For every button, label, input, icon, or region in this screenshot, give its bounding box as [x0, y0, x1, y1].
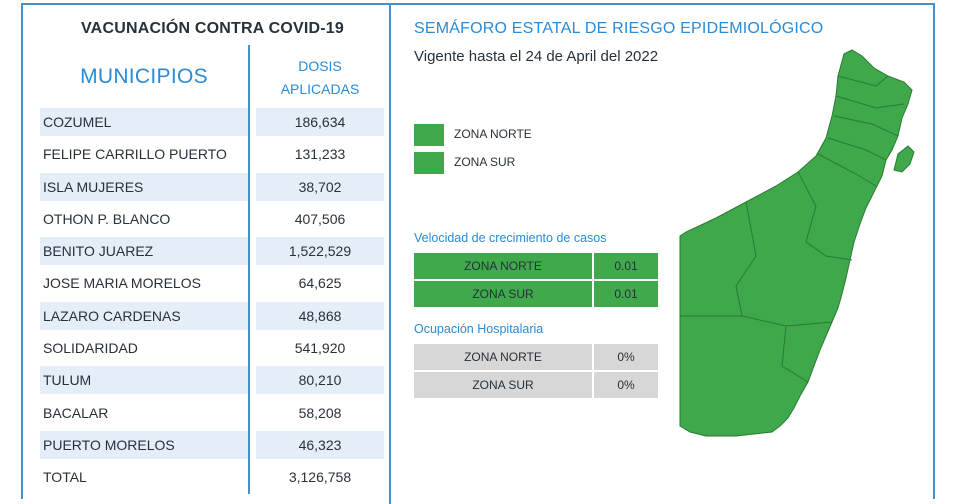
municipio-name: LAZARO CARDENAS — [40, 301, 248, 330]
column-separator — [248, 299, 250, 333]
table-row: JOSE MARIA MORELOS 64,625 — [40, 267, 385, 300]
legend-label: ZONA NORTE — [454, 127, 532, 141]
dosis-value: 186,634 — [256, 108, 384, 136]
quintana-roo-map — [679, 49, 915, 437]
dosis-header-line2: APLICADAS — [280, 81, 360, 97]
table-row: TULUM 80,210 — [40, 364, 385, 397]
table-row: PUERTO MORELOS 46,323 — [40, 428, 385, 462]
ocupacion-zona-sur-value: 0% — [594, 372, 658, 398]
total-label: TOTAL — [43, 469, 87, 486]
table-row: SOLIDARIDAD 541,920 — [40, 332, 385, 365]
municipio-name: BACALAR — [43, 404, 109, 421]
municipio-name: FELIPE CARRILLO PUERTO — [43, 146, 227, 163]
dosis-column-header: DOSIS APLICADAS — [256, 55, 384, 101]
dosis-value: 48,868 — [256, 301, 384, 330]
legend-swatch — [414, 124, 444, 146]
municipio-name: BENITO JUAREZ — [40, 237, 248, 266]
velocidad-zona-sur-label: ZONA SUR — [414, 281, 592, 307]
column-separator — [248, 267, 250, 300]
table-row: BACALAR 58,208 — [40, 396, 385, 429]
velocidad-zona-sur-value: 0.01 — [594, 281, 658, 307]
column-separator — [248, 170, 250, 203]
legend-swatch — [414, 152, 444, 174]
municipio-name: TULUM — [40, 366, 248, 395]
table-row: OTHON P. BLANCO 407,506 — [40, 202, 385, 236]
dosis-value: 80,210 — [256, 366, 384, 395]
dosis-value: 1,522,529 — [256, 237, 384, 266]
dosis-value: 46,323 — [256, 430, 384, 459]
column-separator — [248, 235, 250, 268]
header-separator — [248, 45, 250, 106]
dosis-value: 407,506 — [294, 210, 346, 227]
municipio-name: JOSE MARIA MORELOS — [43, 275, 201, 292]
vaccination-table: COZUMEL 186,634 FELIPE CARRILLO PUERTO 131… — [40, 106, 385, 494]
cozumel-island — [893, 145, 915, 173]
table-row: FELIPE CARRILLO PUERTO 131,233 — [40, 138, 385, 171]
column-separator — [248, 202, 250, 236]
municipio-name: ISLA MUJERES — [40, 172, 248, 201]
dosis-value: 64,625 — [298, 275, 342, 292]
velocidad-zona-norte-label: ZONA NORTE — [414, 253, 592, 279]
column-separator — [248, 461, 250, 494]
dosis-value: 131,233 — [294, 146, 346, 163]
total-value: 3,126,758 — [288, 469, 352, 486]
dosis-value: 38,702 — [256, 172, 384, 201]
table-row: ISLA MUJERES 38,702 — [40, 170, 385, 203]
column-separator — [248, 364, 250, 397]
column-separator — [248, 428, 250, 462]
ocupacion-zona-sur-label: ZONA SUR — [414, 372, 592, 398]
semaforo-title: SEMÁFORO ESTATAL DE RIESGO EPIDEMIOLÓGIC… — [414, 20, 824, 37]
ocupacion-zona-norte-value: 0% — [594, 344, 658, 370]
column-separator — [248, 332, 250, 365]
dosis-header-line1: DOSIS — [298, 58, 342, 74]
velocidad-title: Velocidad de crecimiento de casos — [414, 231, 607, 245]
municipio-name: PUERTO MORELOS — [40, 430, 248, 459]
table-row: LAZARO CARDENAS 48,868 — [40, 299, 385, 333]
municipio-name: SOLIDARIDAD — [43, 340, 138, 357]
outer-frame — [21, 3, 935, 499]
velocidad-zona-norte-value: 0.01 — [594, 253, 658, 279]
table-row: BENITO JUAREZ 1,522,529 — [40, 235, 385, 268]
column-separator — [248, 138, 250, 171]
dosis-value: 541,920 — [294, 340, 346, 357]
municipal-borders — [680, 75, 905, 383]
ocupacion-title: Ocupación Hospitalaria — [414, 322, 544, 336]
table-row-total: TOTAL 3,126,758 — [40, 461, 385, 494]
column-separator — [248, 106, 250, 139]
municipios-column-header: MUNICIPIOS — [80, 65, 208, 88]
dosis-value: 58,208 — [298, 404, 342, 421]
municipio-name: COZUMEL — [40, 108, 248, 136]
table-row: COZUMEL 186,634 — [40, 106, 385, 139]
vigente-date: Vigente hasta el 24 de April del 2022 — [414, 48, 659, 65]
ocupacion-zona-norte-label: ZONA NORTE — [414, 344, 592, 370]
panel-divider — [389, 3, 391, 504]
legend-label: ZONA SUR — [454, 155, 516, 169]
municipio-name: OTHON P. BLANCO — [43, 210, 171, 227]
column-separator — [248, 396, 250, 429]
vaccination-title: VACUNACIÓN CONTRA COVID-19 — [81, 20, 344, 37]
